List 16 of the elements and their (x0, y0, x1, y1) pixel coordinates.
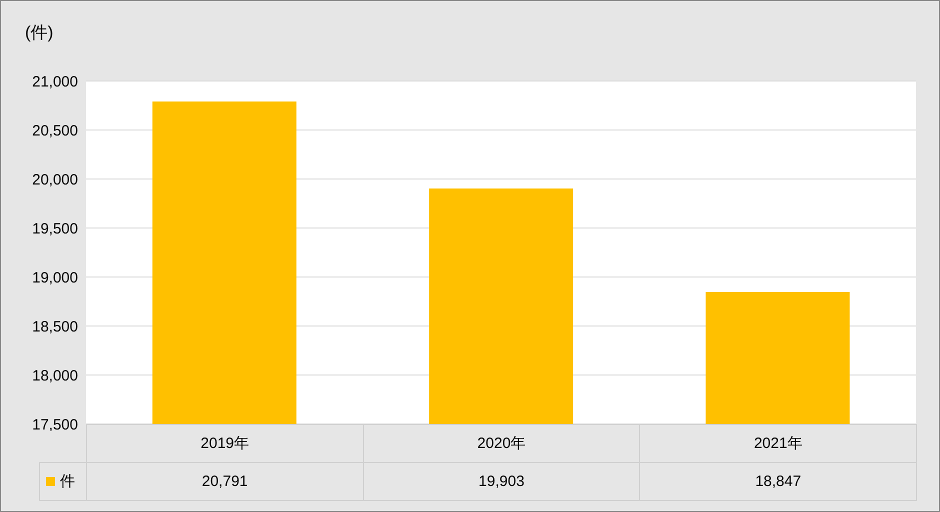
y-tick-label: 20,500 (32, 122, 78, 140)
y-tick-label: 20,000 (32, 171, 78, 188)
y-tick-label: 21,000 (32, 73, 78, 90)
y-tick-label: 19,500 (32, 220, 78, 238)
legend-label: 件 (39, 462, 87, 501)
y-axis-title: (件) (25, 22, 54, 44)
data-label: 19,903 (362, 462, 640, 501)
y-tick-label: 18,000 (32, 367, 78, 384)
data-label: 18,847 (639, 462, 917, 501)
y-tick-label: 17,500 (32, 416, 78, 434)
data-label: 20,791 (86, 462, 364, 501)
y-tick-label: 18,500 (32, 318, 78, 336)
x-tick-label: 2019年 (86, 424, 364, 463)
x-tick-label: 2020年 (362, 424, 640, 463)
x-tick-label: 2021年 (639, 424, 917, 463)
y-tick-label: 19,000 (32, 269, 78, 286)
